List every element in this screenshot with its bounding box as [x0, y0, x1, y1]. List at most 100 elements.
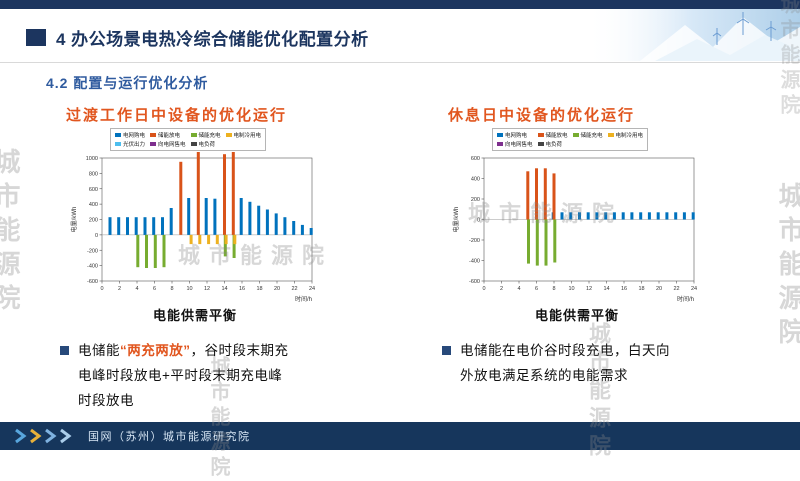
svg-text:-600: -600 — [469, 279, 480, 285]
legend-swatch-icon — [150, 133, 157, 137]
svg-text:200: 200 — [471, 197, 480, 203]
legend-item: 储能放电 — [537, 131, 568, 139]
svg-text:-400: -400 — [469, 259, 480, 265]
legend-item: 储能充电 — [572, 131, 603, 139]
right-chart-caption: 电能供需平衡 — [534, 308, 619, 323]
svg-text:8: 8 — [170, 286, 173, 292]
right-column: 休息日中设备的优化运行 电网购电 储能放电 储能充电 电制冷用电 向电网售电 电负荷 -6… — [422, 104, 760, 414]
svg-text:-400: -400 — [87, 264, 98, 270]
svg-text:600: 600 — [89, 187, 98, 193]
svg-text:-200: -200 — [87, 248, 98, 254]
footer-chevrons — [14, 428, 72, 444]
svg-text:0: 0 — [100, 286, 103, 292]
legend-swatch-icon — [497, 142, 503, 146]
bullet-square-icon — [442, 346, 451, 355]
legend-item: 光伏出力 — [115, 140, 145, 148]
left-bullet-pre: 电储能 — [78, 343, 120, 358]
footer-org-name: 国网（苏州）城市能源研究院 — [88, 431, 251, 443]
left-bullet-highlight: “两充两放” — [120, 343, 191, 358]
slide-header: 4 办公场景电热冷综合储能优化配置分析 — [0, 9, 800, 63]
legend-item: 电负荷 — [190, 140, 221, 148]
svg-text:24: 24 — [691, 286, 697, 292]
svg-text:16: 16 — [239, 286, 245, 292]
legend-swatch-icon — [607, 133, 614, 137]
svg-text:电量/kWh: 电量/kWh — [70, 207, 78, 233]
legend-item: 电网购电 — [497, 131, 533, 139]
watermark-text: 城市能源院 — [775, 182, 800, 352]
left-chart-caption: 电能供需平衡 — [152, 308, 237, 323]
svg-text:16: 16 — [621, 286, 627, 292]
left-column: 过渡工作日中设备的优化运行 电网购电 储能放电 储能充电 电制冷用电 光伏出力 向电网售电… — [40, 104, 378, 414]
svg-text:12: 12 — [204, 286, 210, 292]
legend-item: 电网购电 — [115, 131, 145, 139]
legend-item: 储能放电 — [150, 131, 186, 139]
chevron-right-icon — [30, 428, 42, 444]
svg-text:400: 400 — [89, 202, 98, 208]
left-chart-legend: 电网购电 储能放电 储能充电 电制冷用电 光伏出力 向电网售电 电负荷 — [110, 128, 267, 151]
svg-text:10: 10 — [186, 286, 192, 292]
legend-item: 电负荷 — [537, 140, 568, 148]
svg-text:电量/kWh: 电量/kWh — [452, 207, 460, 233]
left-chart-block: 电网购电 储能放电 储能充电 电制冷用电 光伏出力 向电网售电 电负荷 -600 -400 -2… — [70, 128, 320, 324]
svg-text:2: 2 — [500, 286, 503, 292]
legend-swatch-icon — [190, 133, 197, 137]
svg-text:0: 0 — [95, 233, 98, 239]
right-bullet: 电储能在电价谷时段充电，白天向外放电满足系统的电能需求 — [442, 339, 760, 389]
right-bullet-text: 电储能在电价谷时段充电，白天向外放电满足系统的电能需求 — [460, 343, 670, 383]
svg-text:18: 18 — [256, 286, 262, 292]
mountains-wind-turbines-art-icon — [585, 9, 800, 61]
left-bullet: 电储能“两充两放”，谷时段末期充电峰时段放电+平时段末期充电峰时段放电 — [60, 339, 378, 414]
svg-text:400: 400 — [471, 177, 480, 183]
legend-swatch-icon — [537, 133, 544, 137]
legend-swatch-icon — [225, 133, 232, 137]
svg-text:-600: -600 — [87, 279, 98, 285]
svg-text:800: 800 — [89, 171, 98, 177]
chevron-right-icon — [15, 428, 27, 444]
svg-text:时间/h: 时间/h — [295, 295, 312, 302]
svg-text:22: 22 — [673, 286, 679, 292]
svg-text:0: 0 — [477, 218, 480, 224]
svg-text:8: 8 — [552, 286, 555, 292]
svg-text:200: 200 — [89, 218, 98, 224]
svg-text:10: 10 — [568, 286, 574, 292]
title-row: 4 办公场景电热冷综合储能优化配置分析 — [26, 25, 369, 50]
svg-text:0: 0 — [482, 286, 485, 292]
svg-text:时间/h: 时间/h — [677, 295, 694, 302]
right-chart-legend: 电网购电 储能放电 储能充电 电制冷用电 向电网售电 电负荷 — [492, 128, 649, 151]
left-chart-title: 过渡工作日中设备的优化运行 — [66, 107, 288, 124]
svg-text:6: 6 — [153, 286, 156, 292]
bullet-square-icon — [60, 346, 69, 355]
svg-text:24: 24 — [309, 286, 315, 292]
svg-text:600: 600 — [471, 156, 480, 162]
main-content: 过渡工作日中设备的优化运行 电网购电 储能放电 储能充电 电制冷用电 光伏出力 向电网售电… — [40, 104, 760, 414]
svg-text:14: 14 — [603, 286, 609, 292]
svg-text:6: 6 — [535, 286, 538, 292]
svg-text:14: 14 — [221, 286, 227, 292]
svg-text:22: 22 — [291, 286, 297, 292]
legend-item: 电制冷用电 — [607, 131, 643, 139]
svg-text:4: 4 — [517, 286, 520, 292]
svg-text:4: 4 — [135, 286, 138, 292]
svg-text:-200: -200 — [469, 238, 480, 244]
legend-swatch-icon — [190, 142, 197, 146]
legend-swatch-icon — [497, 133, 503, 137]
page-title: 4 办公场景电热冷综合储能优化配置分析 — [56, 30, 369, 49]
legend-swatch-icon — [115, 133, 121, 137]
right-chart-title: 休息日中设备的优化运行 — [448, 107, 636, 124]
watermark-text: 城市能源院 — [0, 148, 21, 318]
legend-item: 向电网售电 — [150, 140, 186, 148]
legend-swatch-icon — [150, 142, 157, 146]
svg-text:20: 20 — [656, 286, 662, 292]
section-heading: 4.2 配置与运行优化分析 — [46, 75, 209, 91]
svg-text:2: 2 — [118, 286, 121, 292]
svg-text:20: 20 — [274, 286, 280, 292]
left-bullet-post: ，谷时段末期充电峰时段放电+平时段末期充电峰时段放电 — [78, 343, 289, 408]
title-marker — [26, 29, 46, 46]
right-chart-block: 电网购电 储能放电 储能充电 电制冷用电 向电网售电 电负荷 -600 -400 -200 0 2… — [452, 128, 702, 324]
legend-swatch-icon — [115, 142, 121, 146]
chevron-right-icon — [60, 428, 72, 444]
footer-bar: 国网（苏州）城市能源研究院 — [0, 422, 800, 450]
